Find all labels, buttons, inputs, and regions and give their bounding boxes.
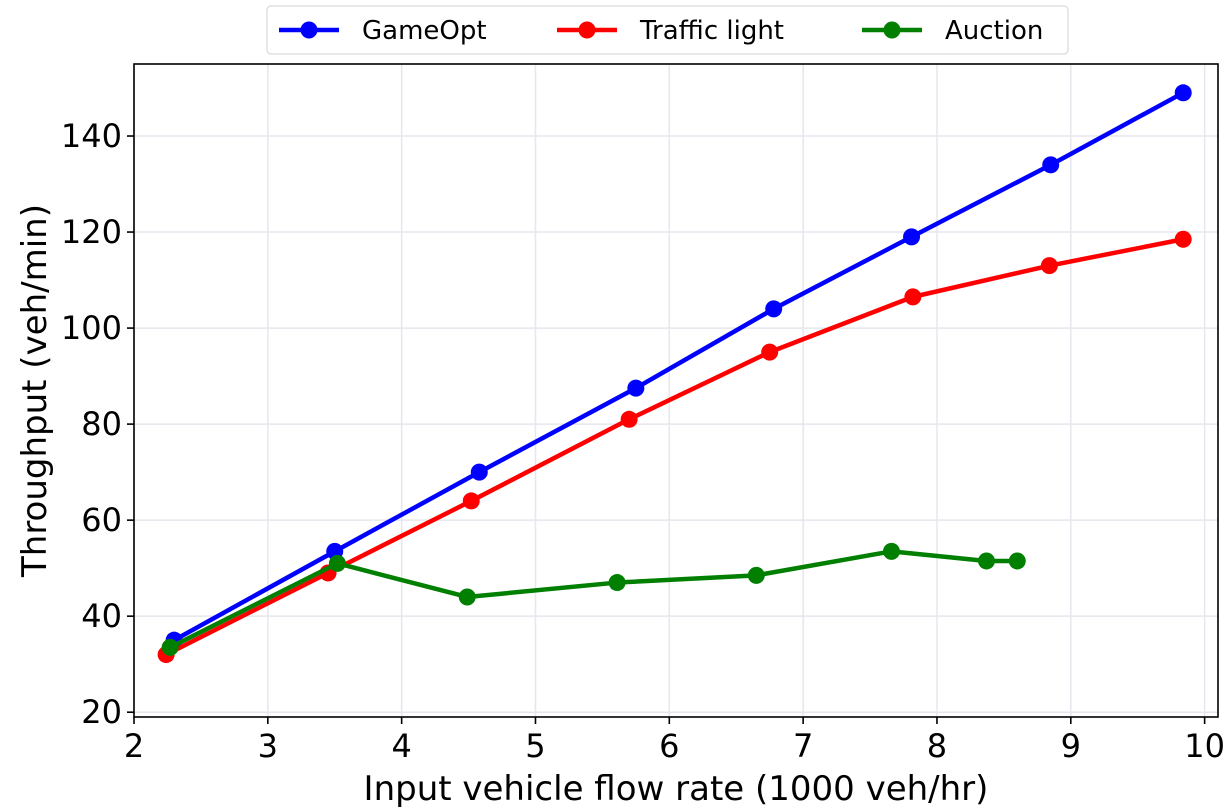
y-axis: 20 40 60 80 100 120 140	[61, 117, 134, 731]
x-tick-label: 4	[391, 727, 411, 765]
x-tick-label: 6	[659, 727, 679, 765]
data-point	[328, 554, 346, 572]
x-tick-label: 7	[793, 727, 813, 765]
legend-label: GameOpt	[362, 16, 487, 46]
x-tick-label: 9	[1061, 727, 1081, 765]
y-tick-label: 60	[81, 501, 122, 539]
data-point	[882, 542, 900, 560]
data-point	[747, 566, 765, 584]
x-axis-label: Input vehicle flow rate (1000 veh/hr)	[364, 769, 989, 809]
data-point	[904, 288, 922, 306]
x-tick-label: 2	[124, 727, 144, 765]
data-point	[903, 228, 921, 246]
data-point	[1040, 257, 1058, 275]
legend-entry: GameOpt	[279, 16, 487, 46]
x-tick-label: 5	[525, 727, 545, 765]
legend-marker	[578, 21, 596, 39]
x-tick-label: 8	[927, 727, 947, 765]
data-point	[470, 463, 488, 481]
y-tick-label: 100	[61, 309, 122, 347]
legend: GameOpt Traffic light Auction	[266, 5, 1069, 55]
data-point	[458, 588, 476, 606]
y-axis-label: Throughput (veh/min)	[15, 204, 55, 578]
x-tick-label: 10	[1184, 727, 1225, 765]
data-point	[161, 638, 179, 656]
y-tick-label: 40	[81, 597, 122, 635]
data-point	[765, 300, 783, 318]
data-point	[620, 410, 638, 428]
series-layer	[157, 84, 1192, 664]
data-point	[462, 492, 480, 510]
y-tick-label: 20	[81, 693, 122, 731]
legend-entry: Traffic light	[557, 16, 784, 46]
data-point	[977, 552, 995, 570]
series-line	[169, 549, 1018, 650]
legend-marker	[300, 21, 318, 39]
data-point	[761, 343, 779, 361]
series-auction	[161, 542, 1026, 656]
data-point	[1008, 552, 1026, 570]
y-tick-label: 80	[81, 405, 122, 443]
data-point	[627, 379, 645, 397]
y-tick-label: 140	[61, 117, 122, 155]
legend-box	[266, 5, 1069, 55]
series-line	[165, 237, 1184, 657]
legend-marker	[883, 21, 901, 39]
data-point	[1174, 230, 1192, 248]
data-point	[1042, 156, 1060, 174]
legend-label: Traffic light	[639, 16, 784, 46]
data-point	[608, 574, 626, 592]
x-tick-label: 3	[258, 727, 278, 765]
y-tick-label: 120	[61, 213, 122, 251]
x-axis: 2 3 4 5 6 7 8 9 10	[124, 717, 1225, 765]
plot-frame	[133, 63, 1219, 718]
grid	[133, 64, 1218, 717]
legend-entry: Auction	[862, 16, 1043, 46]
legend-label: Auction	[945, 16, 1043, 46]
series-gameopt	[165, 84, 1192, 649]
series-line	[173, 90, 1185, 643]
data-point	[1174, 84, 1192, 102]
series-traffic-light	[157, 230, 1192, 664]
